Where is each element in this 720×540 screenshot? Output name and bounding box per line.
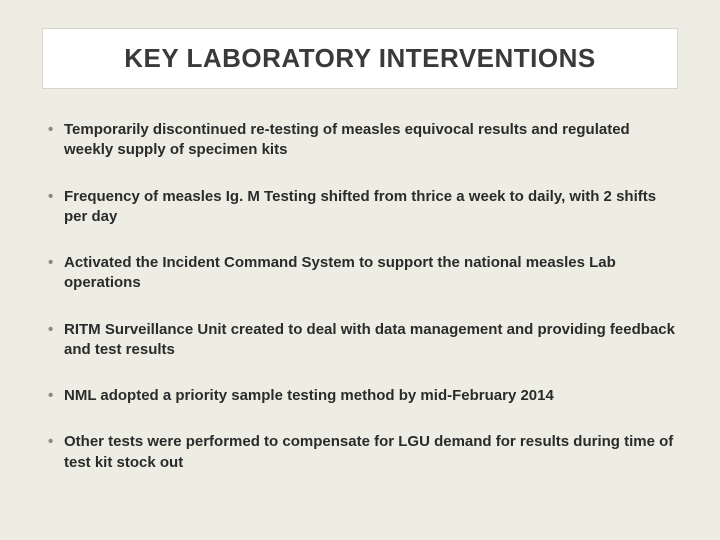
list-item: Activated the Incident Command System to… bbox=[42, 253, 678, 294]
slide: KEY LABORATORY INTERVENTIONS Temporarily… bbox=[0, 0, 720, 540]
bullet-list: Temporarily discontinued re-testing of m… bbox=[42, 120, 678, 473]
slide-title: KEY LABORATORY INTERVENTIONS bbox=[53, 43, 667, 74]
content-area: Temporarily discontinued re-testing of m… bbox=[42, 120, 678, 520]
list-item: Other tests were performed to compensate… bbox=[42, 432, 678, 473]
title-box: KEY LABORATORY INTERVENTIONS bbox=[42, 28, 678, 89]
list-item: NML adopted a priority sample testing me… bbox=[42, 386, 678, 406]
list-item: Temporarily discontinued re-testing of m… bbox=[42, 120, 678, 161]
list-item: RITM Surveillance Unit created to deal w… bbox=[42, 320, 678, 361]
list-item: Frequency of measles Ig. M Testing shift… bbox=[42, 187, 678, 228]
